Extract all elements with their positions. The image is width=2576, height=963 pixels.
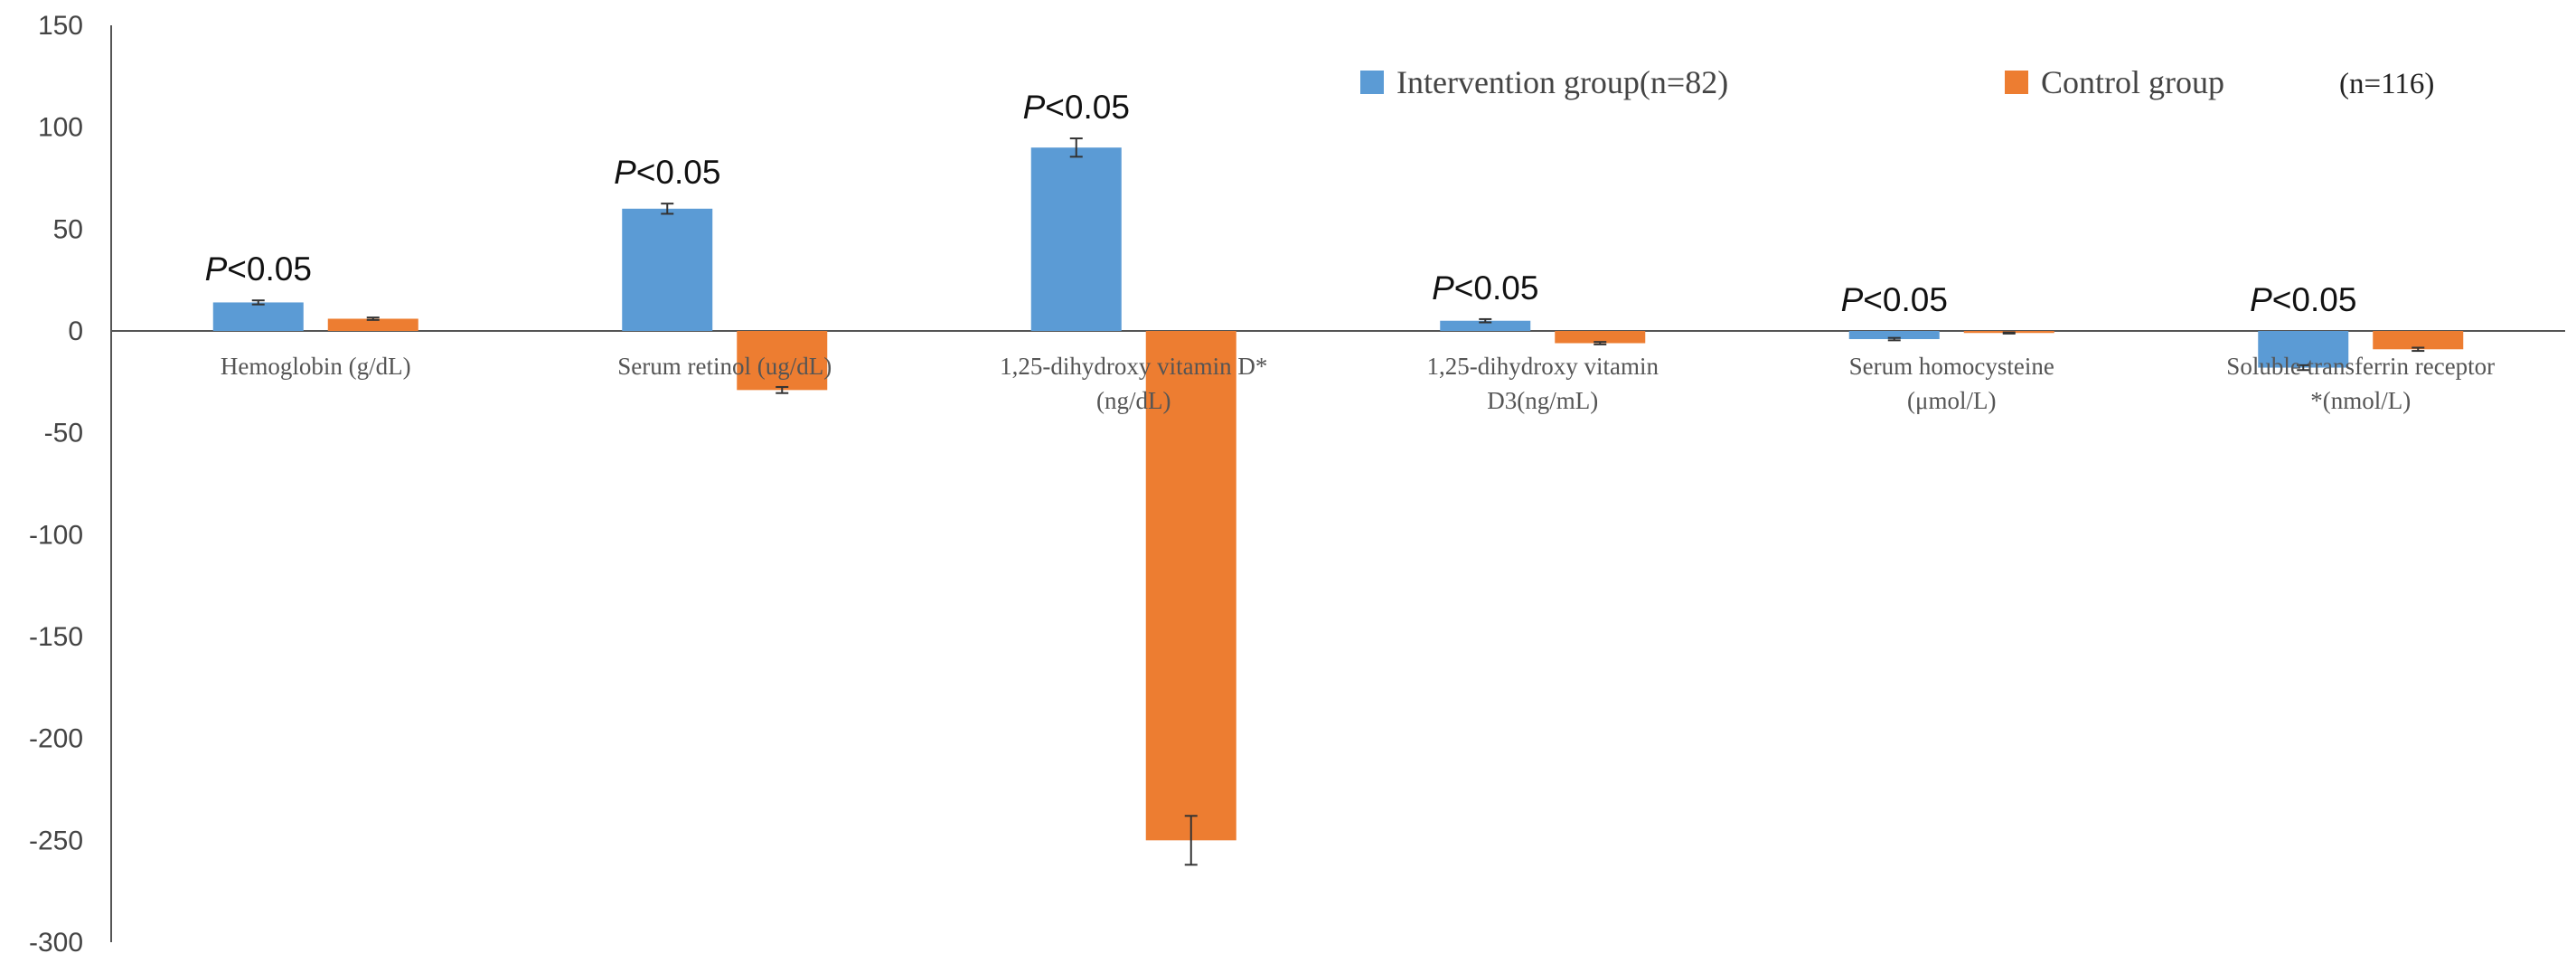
bar-control [1555, 331, 1646, 344]
bar-intervention [1440, 320, 1531, 331]
bar-control [2373, 331, 2464, 350]
error-bar [2002, 331, 2016, 335]
y-tick-label: 0 [68, 316, 83, 346]
p-symbol: P [1023, 89, 1046, 126]
x-category-label: 1,25-dihydroxy vitamin [1427, 353, 1659, 380]
p-value-annotation: P<0.05 [614, 154, 720, 191]
p-threshold: <0.05 [1454, 269, 1539, 307]
legend-swatch-control [2005, 71, 2028, 94]
y-tick-label: -250 [29, 826, 83, 855]
bar-intervention [622, 208, 713, 331]
bar-layer [212, 137, 2464, 866]
x-category-label: Serum homocysteine [1849, 353, 2054, 380]
y-tick-label: -50 [44, 419, 83, 448]
x-category-label: 1,25-dihydroxy vitamin D* [1000, 353, 1267, 380]
axis-layer: 150 100 50 0 -50 -100 -150 -200 -250 -300 [29, 11, 2565, 958]
p-value-annotation: P<0.05 [1841, 281, 1948, 318]
error-bar [1479, 317, 1492, 324]
x-category-label: Serum retinol (ug/dL) [617, 353, 832, 380]
error-bar [1887, 336, 1901, 342]
error-bar [776, 385, 789, 394]
bar-intervention [2258, 331, 2349, 368]
y-tick-label: 150 [38, 11, 83, 41]
bar-control [1145, 331, 1236, 841]
x-category-label-line2: D3(ng/mL) [1487, 387, 1598, 414]
p-value-annotation: P<0.05 [1432, 269, 1538, 307]
error-bar [2411, 346, 2425, 353]
legend-item-control: Control group (n=116) [2005, 64, 2434, 100]
p-value-annotation: P<0.05 [2250, 281, 2356, 318]
p-symbol: P [1841, 281, 1864, 318]
legend-label-control: Control group [2041, 64, 2224, 100]
p-threshold: <0.05 [636, 154, 721, 191]
bar-intervention [1848, 331, 1940, 340]
error-bar [251, 299, 265, 306]
error-bar [1184, 815, 1198, 866]
p-value-annotation: P<0.05 [1023, 89, 1130, 126]
legend-item-intervention: Intervention group(n=82) [1360, 64, 1728, 100]
p-symbol: P [1432, 269, 1454, 307]
label-layer: Hemoglobin (g/dL) Serum retinol (ug/dL) 1,… [205, 89, 2496, 414]
p-value-annotation: P<0.05 [205, 250, 312, 288]
p-symbol: P [2250, 281, 2272, 318]
error-bar [1594, 341, 1607, 345]
p-symbol: P [614, 154, 636, 191]
x-category-label-line2: (μmol/L) [1907, 387, 1996, 414]
bar-intervention [212, 302, 304, 331]
p-threshold: <0.05 [1045, 89, 1130, 126]
legend-swatch-intervention [1360, 71, 1384, 94]
x-category-label: Soluble transferrin receptor [2226, 353, 2495, 380]
error-bar [2297, 363, 2310, 372]
p-threshold: <0.05 [2272, 281, 2357, 318]
y-tick-label: -200 [29, 724, 83, 754]
legend-label-control-n: (n=116) [2339, 68, 2434, 100]
legend-label-intervention: Intervention group(n=82) [1396, 64, 1728, 100]
error-bar [366, 316, 380, 321]
legend: Intervention group(n=82) Control group (n=… [1360, 64, 2434, 100]
error-bar [1069, 137, 1083, 158]
p-threshold: <0.05 [227, 250, 312, 288]
error-bar [661, 203, 674, 215]
y-tick-label: -150 [29, 622, 83, 652]
bar-control [327, 318, 418, 331]
x-category-label: Hemoglobin (g/dL) [221, 353, 411, 380]
x-category-label-line2: (ng/dL) [1096, 387, 1170, 414]
y-tick-label: -100 [29, 520, 83, 550]
y-tick-label: -300 [29, 928, 83, 958]
p-threshold: <0.05 [1863, 281, 1948, 318]
bar-intervention [1030, 147, 1122, 331]
y-tick-label: 100 [38, 113, 83, 143]
x-category-label-line2: *(nmol/L) [2310, 387, 2411, 414]
p-symbol: P [205, 250, 228, 288]
bar-control [737, 331, 828, 391]
y-tick-label: 50 [53, 214, 83, 244]
